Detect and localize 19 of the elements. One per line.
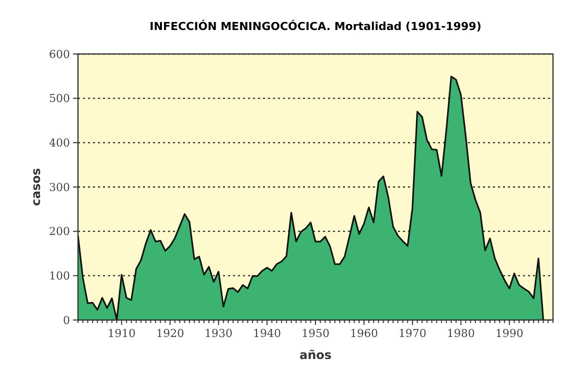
- x-tick-label: 1970: [398, 327, 426, 340]
- x-tick-label: 1930: [204, 327, 233, 340]
- y-tick-label: 400: [49, 136, 70, 150]
- y-tick-label: 200: [49, 225, 70, 238]
- y-tick-label: 500: [49, 92, 70, 106]
- x-tick-label: 1910: [108, 327, 136, 340]
- x-axis-title: años: [299, 348, 332, 362]
- x-tick-label: 1980: [446, 327, 475, 340]
- x-tick-label: 1960: [350, 327, 378, 340]
- y-tick-label: 600: [49, 48, 70, 61]
- x-tick-label: 1920: [156, 327, 184, 340]
- chart-title: INFECCIÓN MENINGOCÓCICA. Mortalidad (1901-1999): [150, 19, 482, 33]
- y-tick-label: 100: [49, 270, 70, 283]
- y-tick-label: 0: [63, 314, 70, 327]
- x-tick-label: 1950: [302, 327, 330, 340]
- y-axis-title: casos: [29, 168, 43, 206]
- x-tick-label: 1940: [253, 327, 282, 340]
- x-tick-label: 1990: [495, 327, 524, 340]
- y-tick-label: 300: [49, 180, 70, 194]
